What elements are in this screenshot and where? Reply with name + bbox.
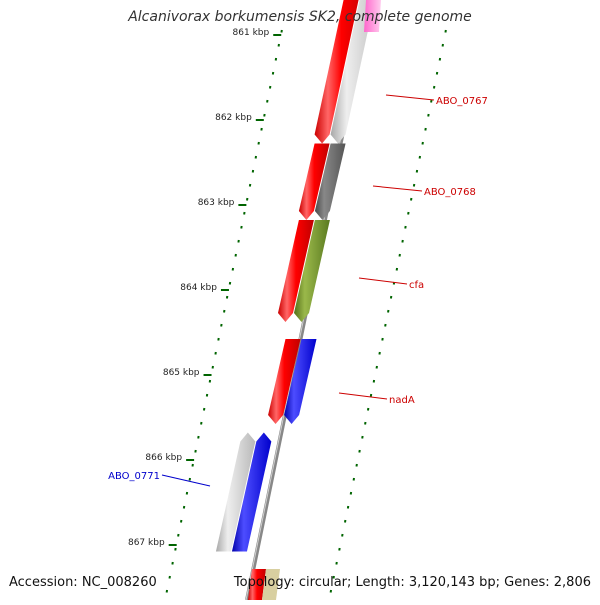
ruler-tick-label: 867 kbp [128, 538, 165, 548]
gene-label-ABO_0768[interactable]: ABO_0768 [424, 187, 476, 198]
gene-features [216, 0, 384, 600]
accession-text: Accession: NC_008260 [9, 575, 157, 590]
leader-line [162, 475, 210, 486]
ruler-tick-label: 866 kbp [145, 453, 182, 463]
topology-text: Topology: circular; Length: 3,120,143 bp… [234, 575, 591, 590]
leader-line [339, 393, 387, 399]
leader-line [386, 95, 434, 100]
leader-line [359, 278, 407, 284]
gene-label-cfa[interactable]: cfa [409, 280, 424, 291]
gene-label-ABO_0771[interactable]: ABO_0771 [108, 471, 160, 482]
gene-label-ABO_0767[interactable]: ABO_0767 [436, 96, 488, 107]
leader-line [373, 186, 422, 191]
ruler-tick-label: 864 kbp [180, 283, 217, 293]
ruler-tick-label: 863 kbp [198, 198, 235, 208]
ruler-tick-label: 861 kbp [233, 28, 270, 38]
ruler-tick-label: 865 kbp [163, 368, 200, 378]
ruler-tick-label: 862 kbp [215, 113, 252, 123]
gene-label-nadA[interactable]: nadA [389, 395, 415, 406]
map-title: Alcanivorax borkumensis SK2, complete ge… [0, 9, 600, 25]
